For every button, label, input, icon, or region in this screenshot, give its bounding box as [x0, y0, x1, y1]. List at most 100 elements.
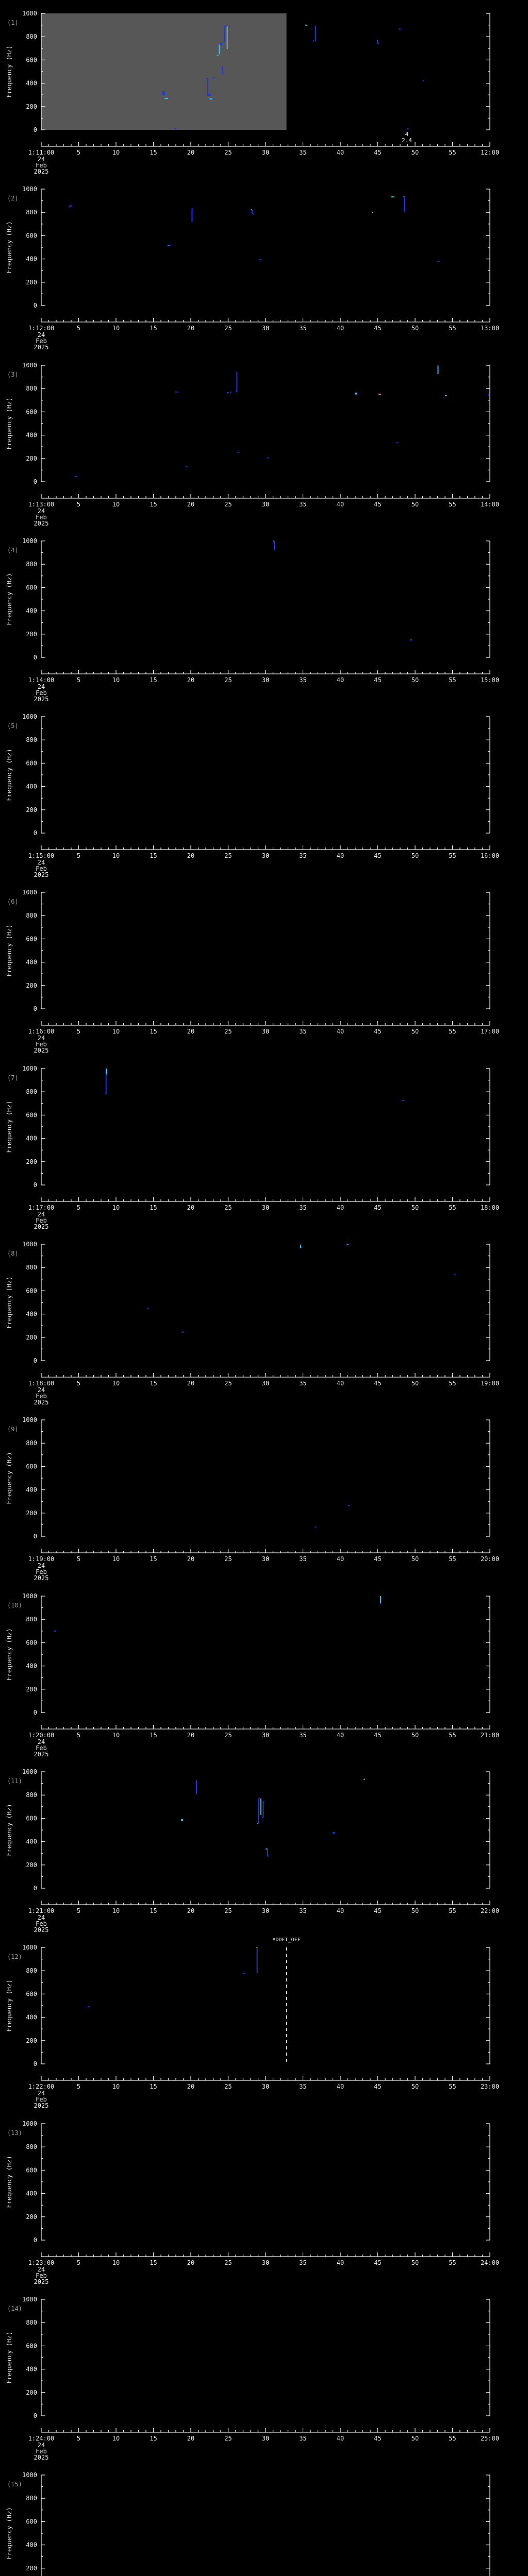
y-tick-label: 0	[34, 478, 37, 485]
x-tick-label: 25	[224, 1907, 232, 1914]
detection-mark	[454, 1274, 456, 1275]
detection-marks	[181, 1778, 365, 1857]
detection-annotation-value: 2.4	[402, 137, 412, 144]
y-tick-label: 800	[26, 1088, 37, 1095]
date-line: Feb	[36, 1920, 47, 1927]
detection-mark	[315, 26, 316, 27]
detection-marks	[87, 1947, 258, 2008]
date-line: 2025	[34, 871, 49, 878]
detection-mark	[105, 1069, 107, 1094]
x-axis-ticks	[41, 2076, 490, 2080]
x-tick-label: 40	[337, 852, 344, 859]
x-tick-label: 10	[112, 325, 120, 332]
y-tick-label: 600	[26, 584, 37, 591]
x-end-time-label: 13:00	[481, 325, 499, 332]
detection-mark	[355, 393, 357, 395]
x-tick-label: 5	[77, 1555, 80, 1563]
x-tick-label: 30	[262, 1380, 269, 1387]
detection-mark	[182, 1331, 184, 1333]
y-axis-ticks	[41, 892, 490, 1009]
x-tick-label: 35	[299, 852, 306, 859]
detection-mark	[266, 1848, 268, 1850]
x-start-time-label: 1:11:00	[28, 149, 55, 156]
x-tick-label: 45	[374, 1907, 381, 1914]
x-tick-label: 35	[299, 1380, 306, 1387]
y-tick-label: 800	[26, 2319, 37, 2326]
y-tick-label: 600	[26, 1990, 37, 1997]
y-tick-label: 0	[34, 1885, 37, 1892]
x-tick-label: 35	[299, 149, 306, 156]
y-axis-ticks	[41, 1596, 490, 1713]
detection-mark	[191, 209, 193, 222]
y-tick-label: 400	[26, 256, 37, 263]
x-end-time-label: 20:00	[481, 1555, 499, 1563]
date-line: Feb	[36, 1393, 47, 1400]
date-line: 24	[38, 507, 45, 515]
y-tick-label: 0	[34, 2060, 37, 2067]
panel-index-label: (3)	[7, 371, 19, 378]
date-line: 24	[38, 683, 45, 690]
x-tick-label: 10	[112, 852, 120, 859]
date-line: 2025	[34, 344, 49, 351]
x-tick-label: 20	[187, 2435, 194, 2442]
detection-mark	[54, 1630, 56, 1632]
x-tick-label: 15	[150, 2259, 157, 2266]
x-axis-ticks	[41, 845, 490, 850]
axes: 020040060080010005101520253035404550551:…	[22, 2471, 490, 2576]
spectrogram-panel-10: 0 200 400 600 800 1000 5 10 15 20 25 30 35 40 45 50 55 1:…	[0, 1583, 528, 1759]
y-tick-label: 1000	[22, 10, 37, 17]
detection-mark	[237, 452, 240, 453]
y-tick-label: 400	[26, 1311, 37, 1318]
x-tick-label: 25	[224, 1732, 232, 1739]
y-tick-label: 1000	[22, 2296, 37, 2303]
y-tick-labels: 0 200 400 600 800 1000	[22, 1416, 37, 1540]
x-tick-label: 15	[150, 1204, 157, 1211]
x-tick-label: 10	[112, 149, 120, 156]
x-tick-label: 50	[411, 1555, 419, 1563]
x-tick-label: 30	[262, 149, 269, 156]
x-tick-label: 20	[187, 325, 194, 332]
x-tick-label: 30	[262, 1907, 269, 1914]
y-tick-labels: 0 200 400 600 800 1000	[22, 1241, 37, 1364]
x-tick-labels: 5 10 15 20 25 30 35 40 45 50 55 1:24:00 25:00	[28, 2435, 499, 2442]
detection-mark	[363, 1778, 365, 1780]
y-tick-label: 0	[34, 126, 37, 133]
y-tick-label: 200	[26, 1861, 37, 1869]
detection-mark	[164, 97, 168, 99]
detection-mark	[273, 541, 275, 551]
x-tick-labels: 5 10 15 20 25 30 35 40 45 50 55 1:17:00 18:00	[28, 1204, 499, 1211]
spectrogram-panel-3: 0 200 400 600 800 1000 5 10 15 20 25 30 35 40 45 50 55 1:…	[0, 352, 528, 528]
x-tick-label: 10	[112, 2435, 120, 2442]
detection-marks	[315, 1505, 350, 1528]
date-line: 2025	[34, 2278, 49, 2285]
detection-mark	[251, 209, 252, 211]
date-line: 2025	[34, 1751, 49, 1758]
event-annotation-label: ADDET_OFF	[273, 1937, 301, 1943]
x-start-time-label: 1:19:00	[28, 1555, 55, 1563]
y-tick-label: 200	[26, 982, 37, 989]
y-tick-label: 1000	[22, 889, 37, 896]
detection-mark	[380, 1603, 381, 1604]
x-tick-label: 20	[187, 676, 194, 684]
detection-marks	[105, 1069, 404, 1101]
x-tick-label: 15	[150, 1732, 157, 1739]
x-tick-label: 25	[224, 1555, 232, 1563]
y-tick-label: 800	[26, 1616, 37, 1623]
detection-mark	[226, 26, 228, 49]
y-tick-label: 800	[26, 1967, 37, 1974]
date-line: Feb	[36, 162, 47, 169]
date-line: 24	[38, 156, 45, 163]
x-tick-label: 20	[187, 2259, 194, 2266]
x-tick-label: 50	[411, 2259, 419, 2266]
y-tick-label: 800	[26, 209, 37, 216]
x-tick-label: 15	[150, 325, 157, 332]
date-line: 2025	[34, 1223, 49, 1230]
x-tick-label: 40	[337, 501, 344, 508]
